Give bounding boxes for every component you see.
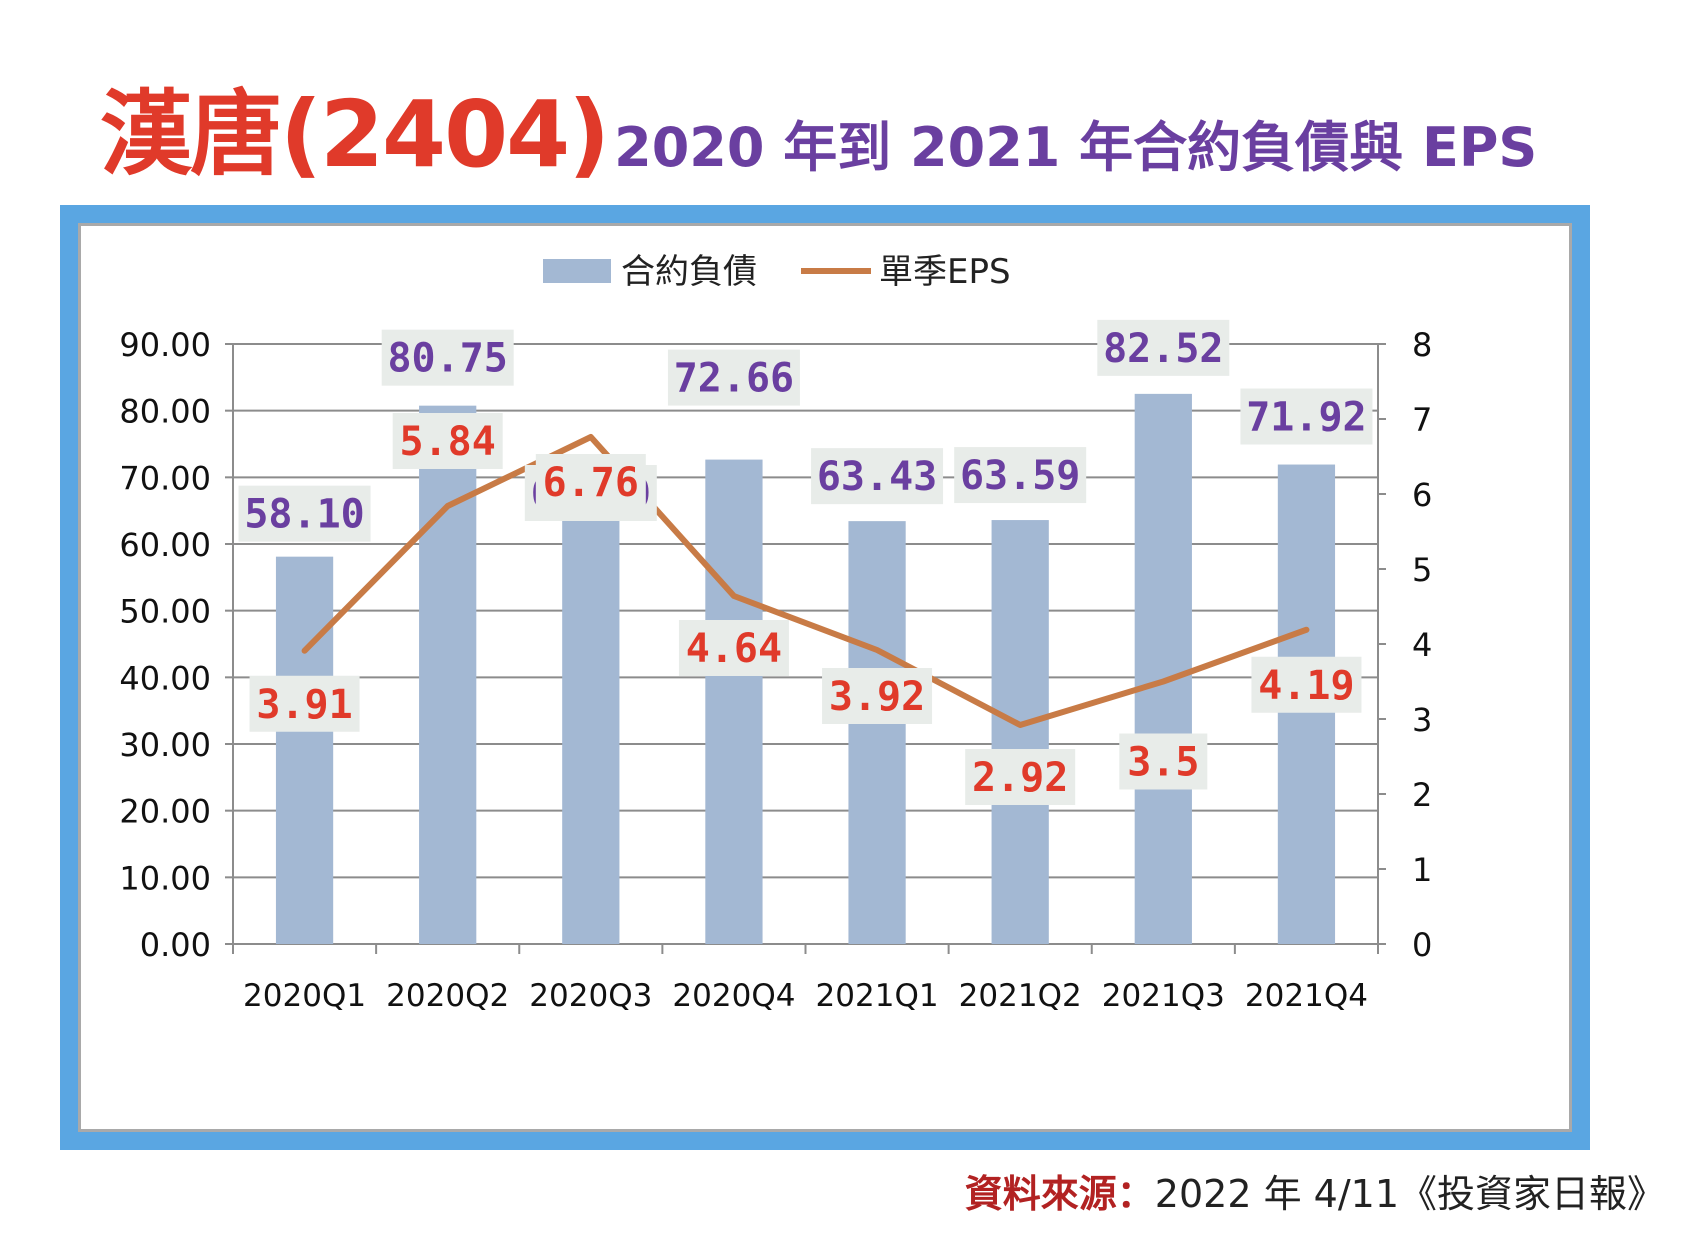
left-tick-label: 70.00 (119, 459, 211, 497)
eps-value-label: 6.76 (543, 460, 639, 506)
bar-2020Q2 (419, 405, 477, 944)
x-tick-label: 2020Q3 (529, 978, 652, 1014)
eps-value-label: 3.5 (1127, 740, 1199, 786)
bar-value-label-bg (381, 329, 514, 386)
eps-line (301, 434, 1310, 728)
right-tick-label: 6 (1412, 476, 1432, 514)
eps-value-label-bg (535, 454, 646, 510)
bar-value-label: 71.92 (1246, 395, 1366, 441)
left-tick-label: 40.00 (119, 659, 211, 697)
eps-value-label-bg (965, 749, 1076, 805)
x-tick-label: 2021Q4 (1245, 978, 1368, 1014)
bar-2021Q1 (848, 521, 906, 944)
right-tick-label: 7 (1412, 401, 1432, 439)
bar-value-label-bg (954, 447, 1087, 504)
left-tick-label: 30.00 (119, 726, 211, 764)
chart-frame: 0.00 10.00 20.00 30.00 40.00 50.00 60.00 70.00 8… (60, 205, 1590, 1150)
bar-2020Q3 (562, 498, 620, 944)
title-main: 漢唐(2404) (100, 81, 610, 188)
x-tick-label: 2021Q2 (959, 978, 1082, 1014)
bar-value-label-bg (811, 448, 944, 505)
eps-value-label-bg (249, 675, 360, 732)
right-tick-label: 0 (1412, 926, 1432, 964)
legend-line-label: 單季EPS (879, 252, 1011, 292)
bar-value-label: 63.43 (817, 454, 937, 500)
eps-value-label: 3.92 (829, 674, 925, 720)
left-tick-label: 20.00 (119, 793, 211, 831)
bar-2020Q1 (275, 556, 334, 944)
source-text: 2022 年 4/11《投資家日報》 (1154, 1172, 1665, 1216)
x-tick-label: 2020Q1 (243, 978, 366, 1014)
left-tick-label: 50.00 (119, 593, 211, 631)
left-tick-label: 60.00 (119, 526, 211, 564)
eps-value-label-bg (822, 668, 933, 724)
eps-value-label-bg (1119, 733, 1208, 790)
bar-2021Q2 (991, 520, 1049, 944)
combo-chart: 0.00 10.00 20.00 30.00 40.00 50.00 60.00 70.00 8… (119, 252, 1432, 1014)
bar-value-label: 63.59 (960, 453, 1080, 499)
source-label: 資料來源： (964, 1172, 1155, 1216)
bar-value-label: 72.66 (674, 356, 794, 402)
title-block: 漢唐(2404) 2020 年到 2021 年合約負債與 EPS (100, 60, 1537, 193)
x-tick-label: 2021Q1 (816, 978, 939, 1014)
bar-value-label: 82.52 (1103, 326, 1223, 372)
left-tick-label: 90.00 (119, 326, 211, 364)
right-tick-label: 5 (1412, 551, 1432, 589)
right-tick-label: 2 (1412, 776, 1432, 814)
bar-value-label: 80.75 (387, 336, 507, 382)
bar-2020Q4 (705, 459, 763, 944)
bar-value-label: 58.10 (244, 492, 364, 538)
eps-value-label: 4.19 (1258, 663, 1354, 709)
eps-value-label: 5.84 (400, 419, 496, 465)
legend-bar-label: 合約負債 (621, 252, 757, 292)
chart-panel: 0.00 10.00 20.00 30.00 40.00 50.00 60.00 70.00 8… (78, 223, 1572, 1132)
bar-value-label-bg (238, 485, 371, 542)
eps-value-label-bg (1251, 656, 1362, 713)
eps-value-label-bg (392, 413, 503, 469)
x-tick-label: 2021Q3 (1102, 978, 1225, 1014)
bar-value-label-bg (1240, 388, 1373, 445)
x-tick-label: 2020Q2 (386, 978, 509, 1014)
eps-value-label: 2.92 (972, 755, 1068, 801)
legend-bar-swatch (543, 259, 611, 283)
eps-value-label: 3.91 (256, 682, 352, 728)
left-tick-label: 10.00 (119, 859, 211, 897)
bar-value-label-bg (1097, 319, 1230, 376)
left-tick-label: 80.00 (119, 393, 211, 431)
source-note: 資料來源：2022 年 4/11《投資家日報》 (965, 1163, 1665, 1218)
x-tick-label: 2020Q4 (672, 978, 795, 1014)
right-tick-label: 4 (1412, 626, 1432, 664)
left-tick-label: 0.00 (140, 926, 211, 964)
right-tick-label: 8 (1412, 326, 1432, 364)
eps-value-label: 4.64 (686, 626, 782, 672)
eps-value-label-bg (678, 620, 789, 676)
bar-value-label-bg (667, 349, 800, 406)
bar-2021Q3 (1134, 393, 1192, 944)
title-sub: 2020 年到 2021 年合約負債與 EPS (614, 116, 1538, 179)
right-tick-label: 3 (1412, 701, 1432, 739)
right-tick-label: 1 (1412, 851, 1432, 889)
